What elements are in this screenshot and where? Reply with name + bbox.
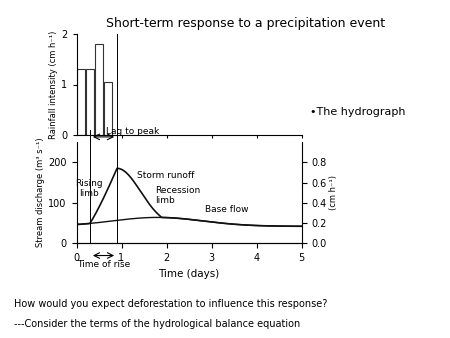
Text: Rising
limb: Rising limb: [75, 179, 103, 198]
Text: Base flow: Base flow: [205, 205, 248, 214]
Y-axis label: (cm h⁻¹): (cm h⁻¹): [329, 175, 338, 210]
X-axis label: Time (days): Time (days): [158, 269, 220, 279]
Bar: [104, 82, 112, 135]
Text: Recession
limb: Recession limb: [155, 186, 201, 205]
Y-axis label: Rainfall intensity (cm h⁻¹): Rainfall intensity (cm h⁻¹): [50, 30, 58, 139]
Text: Storm runoff: Storm runoff: [137, 171, 194, 180]
Text: ---Consider the terms of the hydrological balance equation: ---Consider the terms of the hydrologica…: [14, 319, 300, 330]
Text: •The hydrograph: •The hydrograph: [310, 106, 406, 117]
Text: Time of rise: Time of rise: [77, 260, 130, 269]
Y-axis label: Stream discharge (m³ s⁻¹): Stream discharge (m³ s⁻¹): [36, 138, 45, 247]
Bar: [86, 69, 94, 135]
Text: How would you expect deforestation to influence this response?: How would you expect deforestation to in…: [14, 299, 327, 309]
Text: Lag to peak: Lag to peak: [106, 127, 159, 136]
Bar: [95, 44, 103, 135]
Title: Short-term response to a precipitation event: Short-term response to a precipitation e…: [106, 17, 385, 30]
Bar: [77, 69, 85, 135]
